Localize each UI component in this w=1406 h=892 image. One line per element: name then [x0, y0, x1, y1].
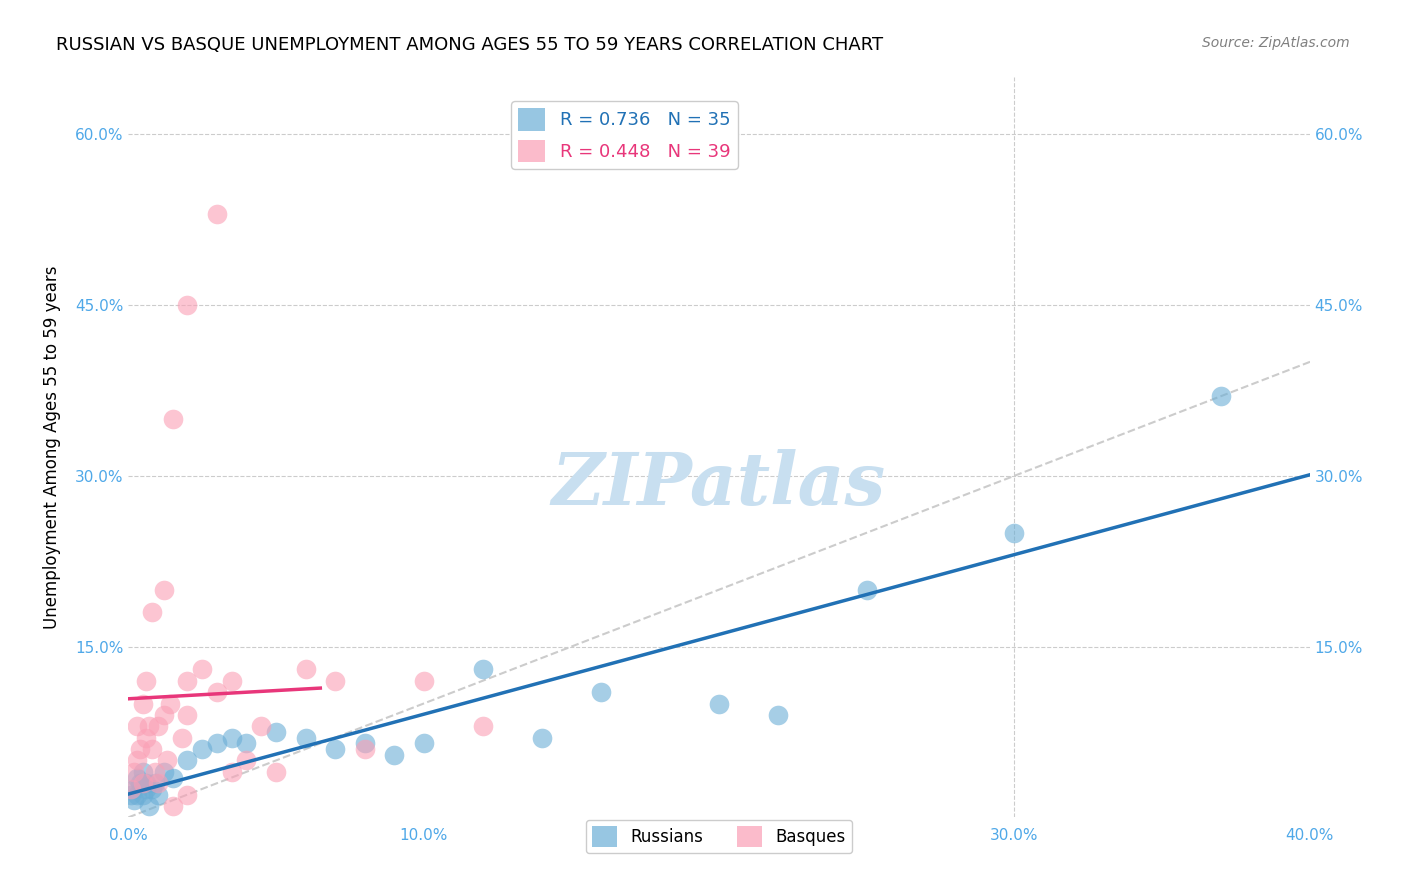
Russians [855, 582, 877, 597]
Basques [135, 673, 157, 688]
Basques [176, 298, 198, 312]
Basques [159, 697, 181, 711]
Basques [176, 788, 198, 802]
Basques [294, 662, 316, 676]
Basques [264, 764, 287, 779]
Basques [124, 764, 146, 779]
Russians [264, 725, 287, 739]
Basques [153, 582, 176, 597]
Basques [138, 719, 160, 733]
Russians [132, 764, 155, 779]
Basques [135, 731, 157, 745]
Basques [156, 754, 179, 768]
Basques [120, 781, 142, 796]
Russians [589, 685, 612, 699]
Russians [323, 742, 346, 756]
Basques [141, 606, 163, 620]
Basques [205, 685, 228, 699]
Basques [176, 707, 198, 722]
Russians [707, 697, 730, 711]
Russians [124, 781, 146, 796]
Russians [353, 736, 375, 750]
Russians [176, 754, 198, 768]
Basques [235, 754, 257, 768]
Basques [132, 697, 155, 711]
Basques [221, 673, 243, 688]
Basques [471, 719, 494, 733]
Russians [294, 731, 316, 745]
Basques [353, 742, 375, 756]
Basques [170, 731, 193, 745]
Russians [530, 731, 553, 745]
Text: ZIPatlas: ZIPatlas [553, 449, 886, 520]
Basques [250, 719, 273, 733]
Basques [162, 412, 184, 426]
Basques [129, 742, 152, 756]
Russians [471, 662, 494, 676]
Russians [141, 781, 163, 796]
Basques [221, 764, 243, 779]
Legend: Russians, Basques: Russians, Basques [586, 820, 852, 854]
Y-axis label: Unemployment Among Ages 55 to 59 years: Unemployment Among Ages 55 to 59 years [44, 266, 60, 629]
Russians [153, 764, 176, 779]
Basques [412, 673, 434, 688]
Russians [127, 771, 149, 785]
Text: RUSSIAN VS BASQUE UNEMPLOYMENT AMONG AGES 55 TO 59 YEARS CORRELATION CHART: RUSSIAN VS BASQUE UNEMPLOYMENT AMONG AGE… [56, 36, 883, 54]
Russians [135, 776, 157, 790]
Russians [146, 788, 169, 802]
Russians [205, 736, 228, 750]
Russians [766, 707, 789, 722]
Russians [1209, 389, 1232, 403]
Russians [120, 788, 142, 802]
Russians [129, 776, 152, 790]
Basques [153, 707, 176, 722]
Basques [146, 719, 169, 733]
Basques [323, 673, 346, 688]
Russians [191, 742, 214, 756]
Russians [382, 747, 405, 762]
Basques [132, 776, 155, 790]
Russians [235, 736, 257, 750]
Basques [176, 673, 198, 688]
Basques [127, 719, 149, 733]
Basques [205, 207, 228, 221]
Basques [127, 754, 149, 768]
Russians [412, 736, 434, 750]
Russians [1002, 525, 1025, 540]
Russians [135, 781, 157, 796]
Russians [162, 771, 184, 785]
Russians [138, 799, 160, 814]
Russians [143, 776, 166, 790]
Russians [221, 731, 243, 745]
Basques [146, 776, 169, 790]
Basques [141, 742, 163, 756]
Basques [162, 799, 184, 814]
Basques [191, 662, 214, 676]
Russians [127, 788, 149, 802]
Russians [124, 793, 146, 807]
Basques [143, 764, 166, 779]
Russians [132, 788, 155, 802]
Text: Source: ZipAtlas.com: Source: ZipAtlas.com [1202, 36, 1350, 50]
